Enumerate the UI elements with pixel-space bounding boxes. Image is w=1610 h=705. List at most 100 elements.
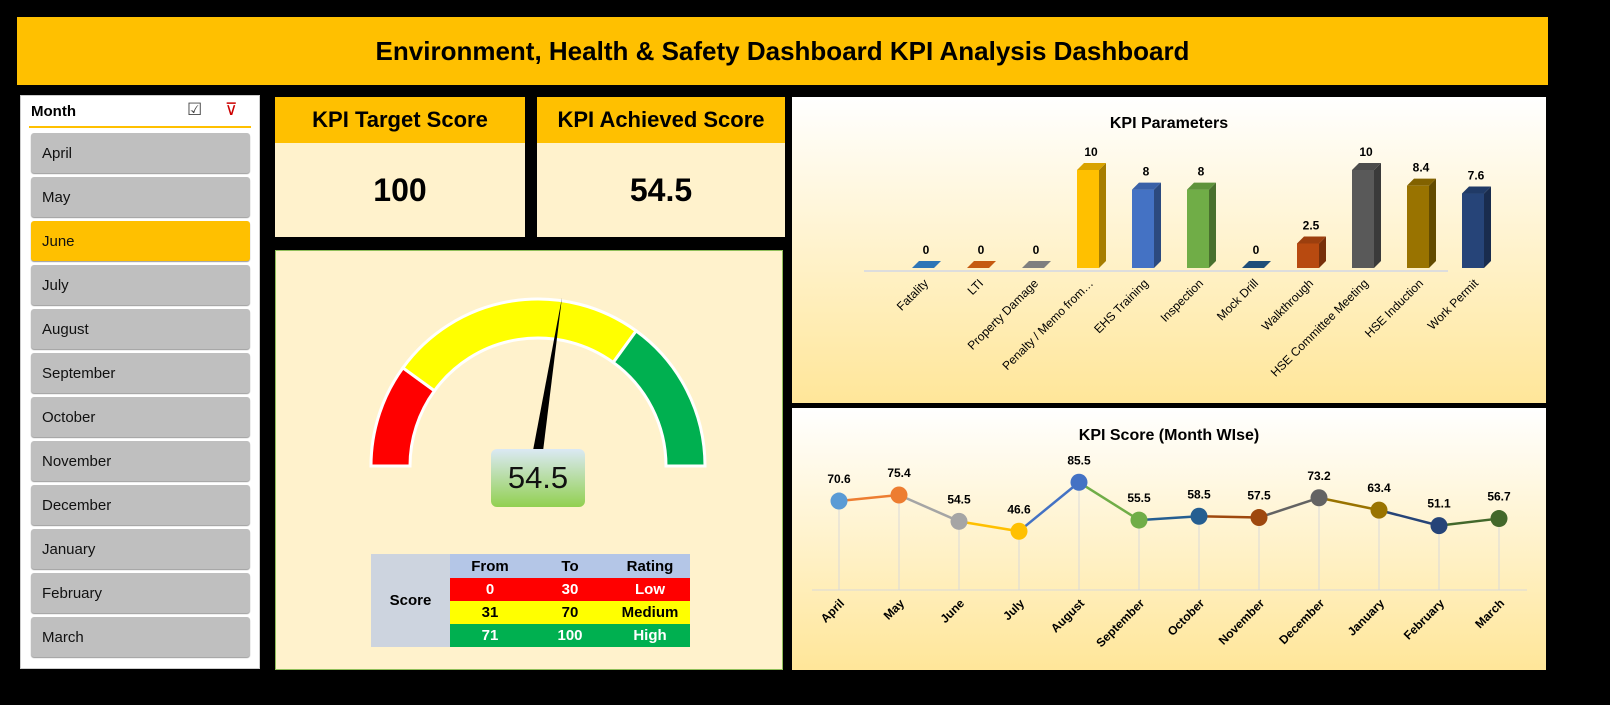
slicer-item-march[interactable]: March (31, 617, 250, 657)
gauge-panel: 54.5 Score From To Rating 0 30 Low 31 70 Medium 71… (275, 250, 783, 670)
x-tick-label: August (1048, 596, 1087, 635)
month-slicer[interactable]: Month ☑ ⊽ April May June July August Septembe… (20, 95, 260, 669)
data-point-may (890, 486, 908, 504)
x-tick-label: December (1276, 596, 1327, 647)
to-cell: 70 (561, 604, 579, 621)
x-tick-label: HSE Committee Meeting (1268, 276, 1371, 379)
bar-data-label: 8 (1198, 165, 1205, 179)
table-header: From (450, 554, 530, 578)
x-tick-label: July (1000, 596, 1027, 623)
gauge-needle (533, 297, 562, 452)
kpi-target-card: KPI Target Score 100 (275, 97, 525, 237)
x-tick-label: April (818, 596, 847, 625)
bar-top-7 (1297, 236, 1326, 244)
slicer-item-april[interactable]: April (31, 133, 250, 173)
x-tick-label: March (1472, 596, 1507, 631)
point-data-label: 75.4 (887, 466, 911, 480)
slicer-header: Month (31, 103, 76, 120)
gauge-chart (369, 297, 707, 468)
clear-filter-icon[interactable]: ⊽ (225, 100, 238, 119)
kpi-score-monthwise-chart: KPI Score (Month WIse) 70.6 April 75.4 May 54… (792, 408, 1546, 670)
slicer-item-february[interactable]: February (31, 573, 250, 613)
data-point-june (950, 512, 968, 530)
slicer-item-november[interactable]: November (31, 441, 250, 481)
point-data-label: 73.2 (1307, 469, 1331, 483)
x-tick-label: Walkthrough (1259, 276, 1316, 333)
x-tick-label: EHS Training (1091, 276, 1151, 336)
x-tick-label: September (1093, 596, 1147, 650)
divider (29, 126, 251, 128)
kpi-achieved-label: KPI Achieved Score (537, 97, 785, 143)
line-segment (838, 493, 900, 503)
slicer-item-december[interactable]: December (31, 485, 250, 525)
x-tick-label: November (1216, 596, 1268, 648)
bar-side-7 (1319, 236, 1326, 268)
from-cell: 71 (481, 627, 499, 644)
table-row: 31 70 Medium (371, 601, 690, 624)
slicer-item-january[interactable]: January (31, 529, 250, 569)
line-segment (1018, 481, 1080, 533)
dashboard-title: Environment, Health & Safety Dashboard K… (17, 17, 1548, 85)
point-data-label: 70.6 (827, 472, 851, 486)
kpi-achieved-value: 54.5 (629, 171, 693, 208)
slicer-item-september[interactable]: September (31, 353, 250, 393)
slicer-item-june[interactable]: June (31, 221, 250, 261)
bar-top-9 (1407, 178, 1436, 186)
line-segment (1318, 496, 1380, 512)
bar-side-10 (1484, 186, 1491, 268)
kpi-parameters-chart: KPI Parameters 0 Fatality 0 LTI 0 Property Dam… (792, 97, 1546, 403)
bar-data-label: 7.6 (1468, 169, 1485, 183)
bar-top-10 (1462, 186, 1491, 194)
x-tick-label: Fatality (894, 276, 931, 313)
data-point-december (1310, 489, 1328, 507)
rating-cell: Medium (621, 604, 679, 621)
multi-select-icon[interactable]: ☑ (187, 100, 203, 119)
bar-10 (1462, 193, 1484, 268)
line-segment (1378, 508, 1440, 527)
slicer-item-may[interactable]: May (31, 177, 250, 217)
score-table: Score From To Rating 0 30 Low 31 70 Medium 71 100 Hi… (371, 554, 690, 647)
table-row: 0 30 Low (371, 578, 690, 601)
bar-7 (1297, 243, 1319, 268)
bar-data-label: 8 (1143, 165, 1150, 179)
to-cell: 30 (561, 581, 579, 598)
bar-1 (967, 261, 996, 268)
table-row: 71 100 High (371, 624, 690, 647)
slicer-item-october[interactable]: October (31, 397, 250, 437)
slicer-item-july[interactable]: July (31, 265, 250, 305)
x-tick-label: Inspection (1158, 276, 1207, 325)
x-tick-label: June (937, 596, 967, 626)
line-segment (1138, 515, 1200, 522)
data-point-april (830, 492, 848, 510)
x-tick-label: LTI (965, 276, 987, 298)
bar-3 (1077, 170, 1099, 268)
bar-data-label: 0 (978, 243, 985, 257)
slicer-item-august[interactable]: August (31, 309, 250, 349)
point-data-label: 85.5 (1067, 453, 1091, 467)
bar-data-label: 8.4 (1413, 161, 1430, 175)
x-tick-label: Penalty / Memo from… (999, 276, 1096, 373)
point-data-label: 55.5 (1127, 491, 1151, 505)
x-tick-label: February (1401, 596, 1447, 642)
bar-chart-title: KPI Parameters (1110, 115, 1228, 132)
point-data-label: 51.1 (1427, 497, 1451, 511)
kpi-achieved-card: KPI Achieved Score 54.5 (537, 97, 785, 237)
bar-5 (1187, 189, 1209, 268)
gauge-band-2 (611, 328, 707, 468)
point-data-label: 63.4 (1367, 481, 1391, 495)
bar-9 (1407, 185, 1429, 268)
bar-side-4 (1154, 182, 1161, 268)
line-segment (1198, 515, 1260, 519)
data-point-february (1430, 517, 1448, 535)
data-point-march (1490, 510, 1508, 528)
bar-side-9 (1429, 178, 1436, 268)
bar-0 (912, 261, 941, 268)
bar-data-label: 10 (1084, 145, 1098, 159)
data-point-november (1250, 509, 1268, 527)
bar-4 (1132, 189, 1154, 268)
x-tick-label: January (1345, 596, 1388, 639)
data-point-july (1010, 522, 1028, 540)
line-segment (1438, 517, 1500, 527)
data-point-august (1070, 473, 1088, 491)
line-segment (958, 520, 1020, 533)
